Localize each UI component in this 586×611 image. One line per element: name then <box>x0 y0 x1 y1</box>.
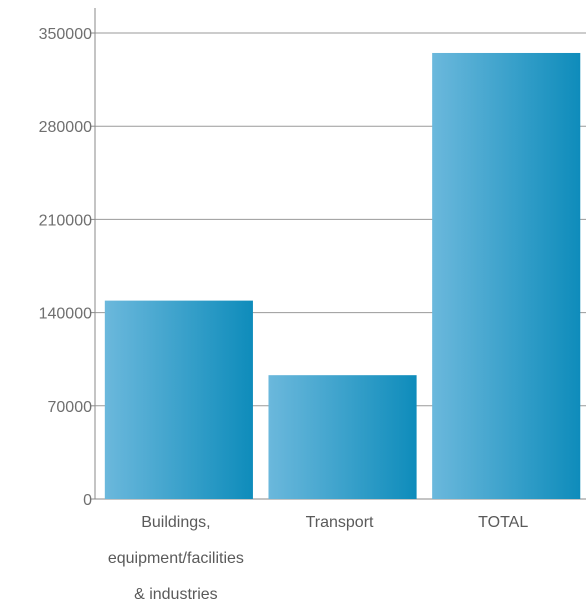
bars <box>104 52 581 499</box>
y-tick-label: 140000 <box>39 306 92 323</box>
y-tick-label: 280000 <box>39 119 92 136</box>
bar-0 <box>104 300 253 499</box>
category-label: Buildings, <box>141 514 210 531</box>
category-label: equipment/facilities <box>108 550 244 567</box>
category-label: TOTAL <box>478 514 528 531</box>
y-tick-label: 70000 <box>48 399 93 416</box>
y-tick-label: 350000 <box>39 26 92 43</box>
bar-1 <box>268 375 417 499</box>
x-axis-labels: Buildings, equipment/facilities & industri… <box>108 514 529 603</box>
bar-2 <box>432 52 581 499</box>
y-tick-label: 0 <box>83 492 92 509</box>
y-tick-label: 210000 <box>39 212 92 229</box>
category-label: Transport <box>306 514 374 531</box>
category-label: & industries <box>134 586 218 603</box>
